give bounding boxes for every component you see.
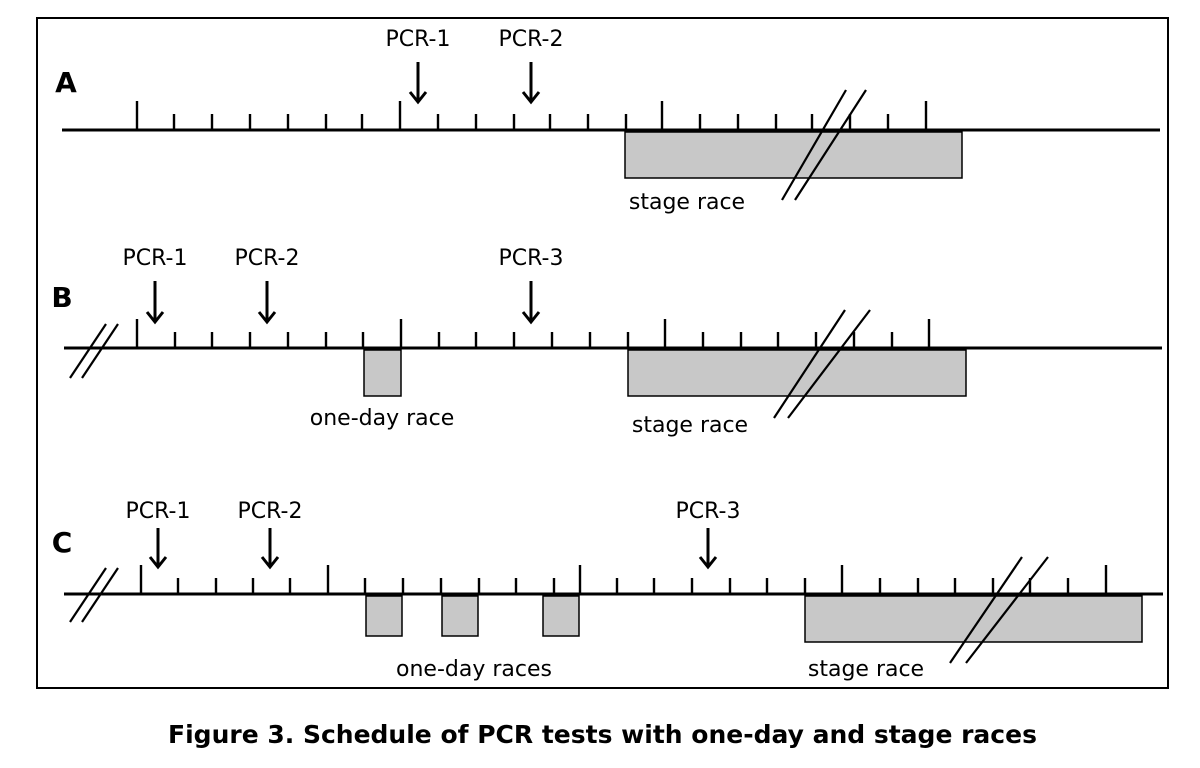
pcr-arrow-head [521, 91, 541, 105]
break-mark [949, 556, 1023, 664]
left-break-mark [69, 567, 107, 623]
pcr-label: PCR-1 [123, 246, 188, 271]
break-mark [781, 89, 847, 201]
pcr-label: PCR-2 [238, 499, 303, 524]
pcr-arrow-head [260, 556, 280, 570]
one-day-race-box [542, 595, 580, 637]
race-label: one-day races [396, 657, 552, 682]
break-mark [965, 556, 1049, 664]
race-label: stage race [632, 413, 748, 438]
one-day-race-box [365, 595, 403, 637]
race-label: stage race [629, 190, 745, 215]
pcr-arrow-head [148, 556, 168, 570]
figure-frame [36, 17, 1169, 689]
pcr-arrow-head [257, 311, 277, 325]
break-mark [794, 89, 867, 201]
stage-race-box [624, 131, 963, 179]
one-day-race-box [363, 349, 402, 397]
left-break-mark [81, 567, 119, 623]
left-break-mark [69, 323, 107, 379]
break-mark [787, 309, 871, 419]
pcr-label: PCR-1 [126, 499, 191, 524]
stage-race-box [804, 595, 1143, 643]
panel-label: C [52, 526, 73, 559]
stage-race-box [627, 349, 967, 397]
pcr-label: PCR-2 [499, 27, 564, 52]
race-label: one-day race [310, 406, 455, 431]
left-break-mark [81, 323, 119, 379]
pcr-arrow-head [521, 311, 541, 325]
pcr-arrow-head [408, 91, 428, 105]
one-day-race-box [441, 595, 479, 637]
pcr-label: PCR-2 [235, 246, 300, 271]
pcr-label: PCR-1 [386, 27, 451, 52]
panel-b: B PCR-1 PCR-2 PCR-3 one-day race stage race [51, 246, 1162, 438]
pcr-arrow-head [698, 556, 718, 570]
figure-caption: Figure 3. Schedule of PCR tests with one… [168, 720, 1037, 749]
break-mark [773, 309, 846, 419]
pcr-arrow-head [145, 311, 165, 325]
panel-label: A [55, 66, 77, 99]
pcr-label: PCR-3 [499, 246, 564, 271]
panel-c: C PCR-1 PCR-2 PCR-3 one-day races stage race [52, 499, 1163, 682]
panel-a: A PCR-1 PCR-2 stage race [55, 27, 1160, 215]
panel-label: B [51, 281, 72, 314]
race-label: stage race [808, 657, 924, 682]
pcr-label: PCR-3 [676, 499, 741, 524]
